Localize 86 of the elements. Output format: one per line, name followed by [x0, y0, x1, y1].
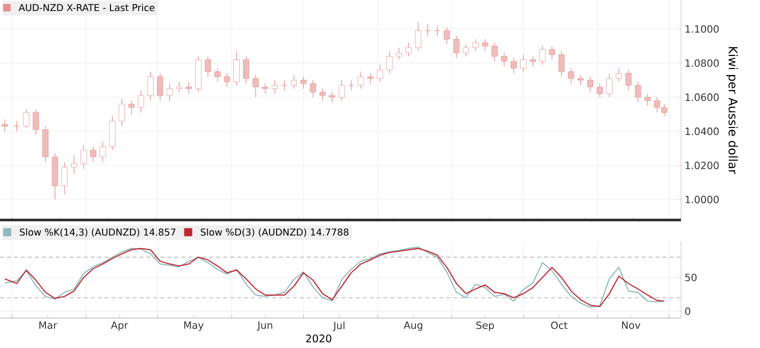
- x-tick-label: May: [184, 322, 204, 331]
- x-tick-label: Aug: [404, 322, 422, 331]
- candlestick: [482, 38, 488, 52]
- candlestick: [243, 56, 250, 84]
- candlestick: [492, 42, 498, 62]
- candlestick: [14, 120, 20, 132]
- y-tick-label: 50: [685, 274, 697, 282]
- candlestick: [90, 146, 96, 162]
- candlestick: [616, 68, 622, 82]
- candlestick: [444, 26, 450, 45]
- candlestick: [290, 74, 297, 90]
- x-tick-label: Apr: [110, 322, 128, 331]
- candlestick: [100, 141, 106, 162]
- candlestick: [338, 80, 345, 101]
- candlestick: [281, 80, 288, 91]
- candlestick: [176, 82, 182, 92]
- candlestick: [530, 56, 536, 67]
- candlestick: [310, 80, 316, 98]
- y-tick-label: 1.0400: [686, 128, 719, 136]
- x-tick-label: Jul: [332, 322, 344, 332]
- candlestick: [204, 56, 211, 78]
- candlestick: [118, 98, 125, 127]
- candlestick: [376, 64, 383, 82]
- y-tick-label: 0: [685, 307, 690, 316]
- candlestick: [453, 35, 460, 58]
- candlestick: [320, 88, 326, 101]
- candlestick: [147, 71, 154, 101]
- candlestick: [578, 74, 584, 86]
- candlestick: [61, 162, 68, 195]
- candlestick: [462, 44, 470, 57]
- candlestick: [348, 80, 354, 91]
- candlestick: [128, 100, 134, 115]
- candlestick: [396, 47, 402, 60]
- candlestick: [80, 144, 87, 170]
- candlestick: [2, 119, 8, 132]
- candlestick: [138, 90, 144, 113]
- y-tick-label: 1.0000: [686, 196, 719, 204]
- y-tick-label: 1.0600: [686, 93, 719, 101]
- candlestick: [644, 93, 651, 106]
- candlestick: [157, 72, 164, 101]
- candlestick: [434, 25, 440, 36]
- candlestick: [32, 108, 39, 136]
- x-tick-label: Oct: [551, 322, 568, 330]
- candlestick: [252, 74, 259, 98]
- candlestick: [596, 83, 603, 98]
- candlestick: [501, 52, 508, 67]
- candlestick: [587, 76, 594, 92]
- candlestick: [233, 50, 240, 86]
- candlestick: [224, 72, 230, 88]
- candlestick: [472, 38, 479, 52]
- x-tick-label: Jun: [256, 322, 272, 331]
- candlestick: [71, 154, 78, 174]
- candlestick: [386, 50, 393, 74]
- y-axis-title: Kiwi per Aussie dollar: [726, 47, 738, 174]
- x-tick-label: Sep: [476, 322, 494, 331]
- x-tick-label: Nov: [622, 322, 640, 329]
- x-tick-label: Mar: [39, 322, 58, 329]
- candlestick: [424, 24, 431, 36]
- candlestick: [415, 22, 422, 52]
- candlestick: [272, 80, 278, 94]
- candlestick: [300, 76, 307, 90]
- candlestick: [548, 46, 556, 60]
- candlestick: [558, 50, 565, 78]
- legend-label: Slow %D(3) (AUDNZD) 14.7788: [200, 228, 348, 237]
- candlestick: [358, 71, 364, 90]
- candlestick: [186, 82, 192, 94]
- candlestick: [406, 42, 412, 57]
- candlestick: [539, 46, 546, 66]
- candlestick: [520, 54, 526, 72]
- candlestick: [367, 72, 374, 84]
- y-tick-label: 1.0800: [686, 59, 719, 67]
- candlestick: [568, 68, 574, 84]
- candlestick: [606, 72, 612, 98]
- candlestick: [329, 92, 336, 103]
- candlestick: [634, 82, 642, 103]
- candlestick: [262, 83, 268, 94]
- y-tick-label: 1.1000: [686, 25, 719, 33]
- candlestick: [510, 58, 517, 74]
- candlestick: [23, 108, 30, 128]
- legend-label: Slow %K(14,3) (AUDNZD) 14.857: [20, 228, 176, 237]
- candlestick: [625, 70, 632, 91]
- y-tick-label: 1.0200: [686, 162, 719, 170]
- x-axis-title: 2020: [306, 334, 332, 342]
- legend-label: AUD-NZD X-RATE - Last Price: [18, 4, 154, 12]
- candlestick: [214, 68, 221, 82]
- candlestick: [166, 83, 173, 101]
